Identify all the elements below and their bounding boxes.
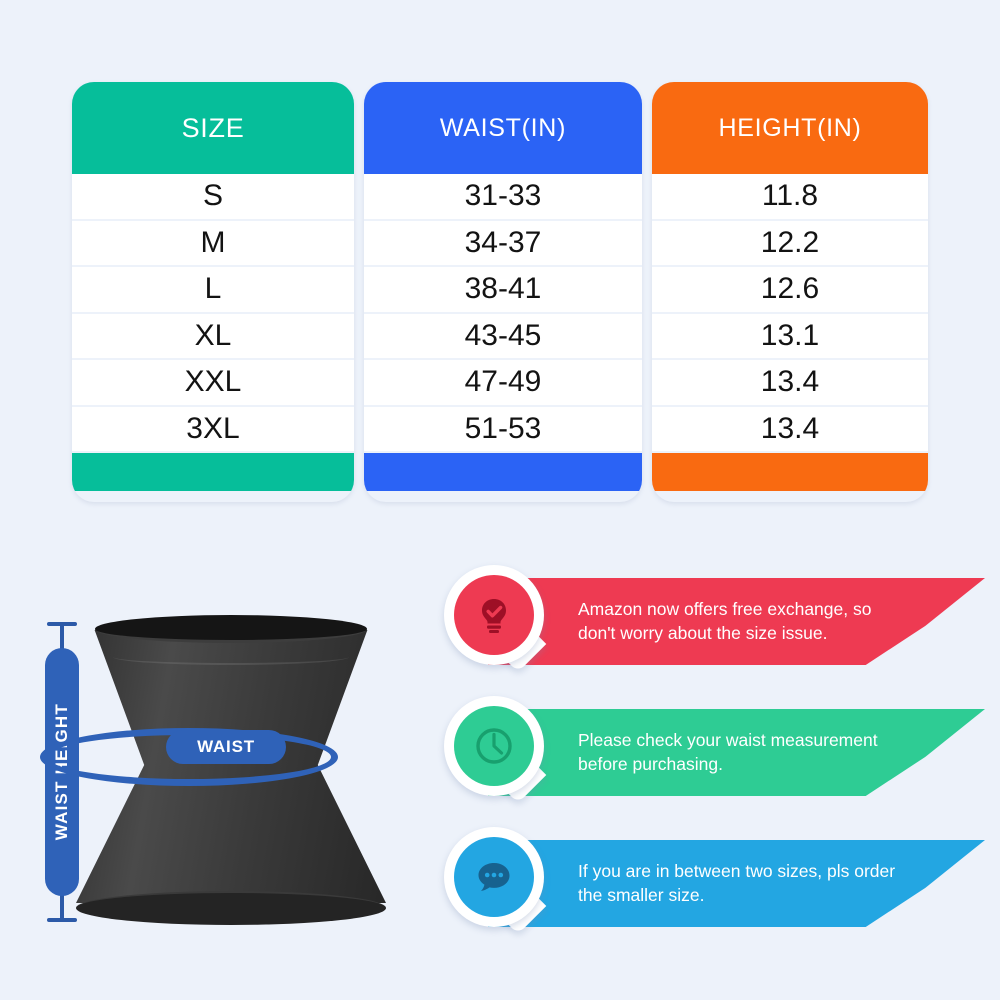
table-column-height: HEIGHT(IN) 11.8 12.2 12.6 13.1 13.4 13.4 xyxy=(652,82,928,502)
table-cell-size-3xl: 3XL xyxy=(72,406,354,453)
table-cell-waist-xxl: 47-49 xyxy=(364,360,642,407)
column-header-waist: WAIST(IN) xyxy=(364,82,642,174)
column-header-size: SIZE xyxy=(72,82,354,174)
lightbulb-check-icon xyxy=(454,575,534,655)
info-text-1: Amazon now offers free exchange, so don'… xyxy=(578,599,872,643)
table-cell-waist-s: 31-33 xyxy=(364,174,642,221)
belt-bottom-rim xyxy=(76,891,386,925)
chat-bubble-dots-icon xyxy=(454,837,534,917)
ruler-cap-top-icon xyxy=(47,622,77,626)
table-cell-waist-l: 38-41 xyxy=(364,267,642,314)
table-cell-size-xxl: XXL xyxy=(72,360,354,407)
info-pin-1 xyxy=(440,562,552,680)
table-cell-height-m: 12.2 xyxy=(652,220,928,267)
table-cell-height-xxl: 13.4 xyxy=(652,360,928,407)
info-text-2: Please check your waist measurement befo… xyxy=(578,730,878,774)
waist-label-badge: WAIST xyxy=(166,730,286,764)
info-notes-list: Amazon now offers free exchange, so don'… xyxy=(440,562,985,962)
info-card-between-sizes: If you are in between two sizes, pls ord… xyxy=(440,824,985,942)
info-pin-3 xyxy=(440,824,552,942)
table-column-size: SIZE S M L XL XXL 3XL xyxy=(72,82,354,502)
table-cell-size-s: S xyxy=(72,174,354,221)
table-cell-waist-xl: 43-45 xyxy=(364,313,642,360)
table-cell-size-m: M xyxy=(72,220,354,267)
table-cell-waist-m: 34-37 xyxy=(364,220,642,267)
belt-top-rim xyxy=(94,615,368,643)
table-cell-height-xl: 13.1 xyxy=(652,313,928,360)
table-column-waist: WAIST(IN) 31-33 34-37 38-41 43-45 47-49 … xyxy=(364,82,642,502)
table-cell-size-xl: XL xyxy=(72,313,354,360)
info-banner-1: Amazon now offers free exchange, so don'… xyxy=(488,578,985,665)
table-cell-size-l: L xyxy=(72,267,354,314)
clock-icon xyxy=(454,706,534,786)
ruler-cap-bottom-icon xyxy=(47,918,77,922)
column-header-height: HEIGHT(IN) xyxy=(652,82,928,174)
info-text-3: If you are in between two sizes, pls ord… xyxy=(578,861,896,905)
column-footer-height xyxy=(652,453,928,491)
table-cell-height-l: 12.6 xyxy=(652,267,928,314)
info-card-exchange: Amazon now offers free exchange, so don'… xyxy=(440,562,985,680)
info-banner-2: Please check your waist measurement befo… xyxy=(488,709,985,796)
info-pin-2 xyxy=(440,693,552,811)
belt-seam xyxy=(113,649,349,665)
table-cell-height-s: 11.8 xyxy=(652,174,928,221)
column-footer-waist xyxy=(364,453,642,491)
column-footer-size xyxy=(72,453,354,491)
info-banner-3: If you are in between two sizes, pls ord… xyxy=(488,840,985,927)
info-card-measure: Please check your waist measurement befo… xyxy=(440,693,985,811)
size-chart-table: SIZE S M L XL XXL 3XL WAIST(IN) 31-33 34… xyxy=(72,82,928,502)
product-illustration: WAIST HEIGHT WAIST xyxy=(18,560,428,980)
waist-label: WAIST xyxy=(197,737,255,756)
table-cell-waist-3xl: 51-53 xyxy=(364,406,642,453)
table-cell-height-3xl: 13.4 xyxy=(652,406,928,453)
